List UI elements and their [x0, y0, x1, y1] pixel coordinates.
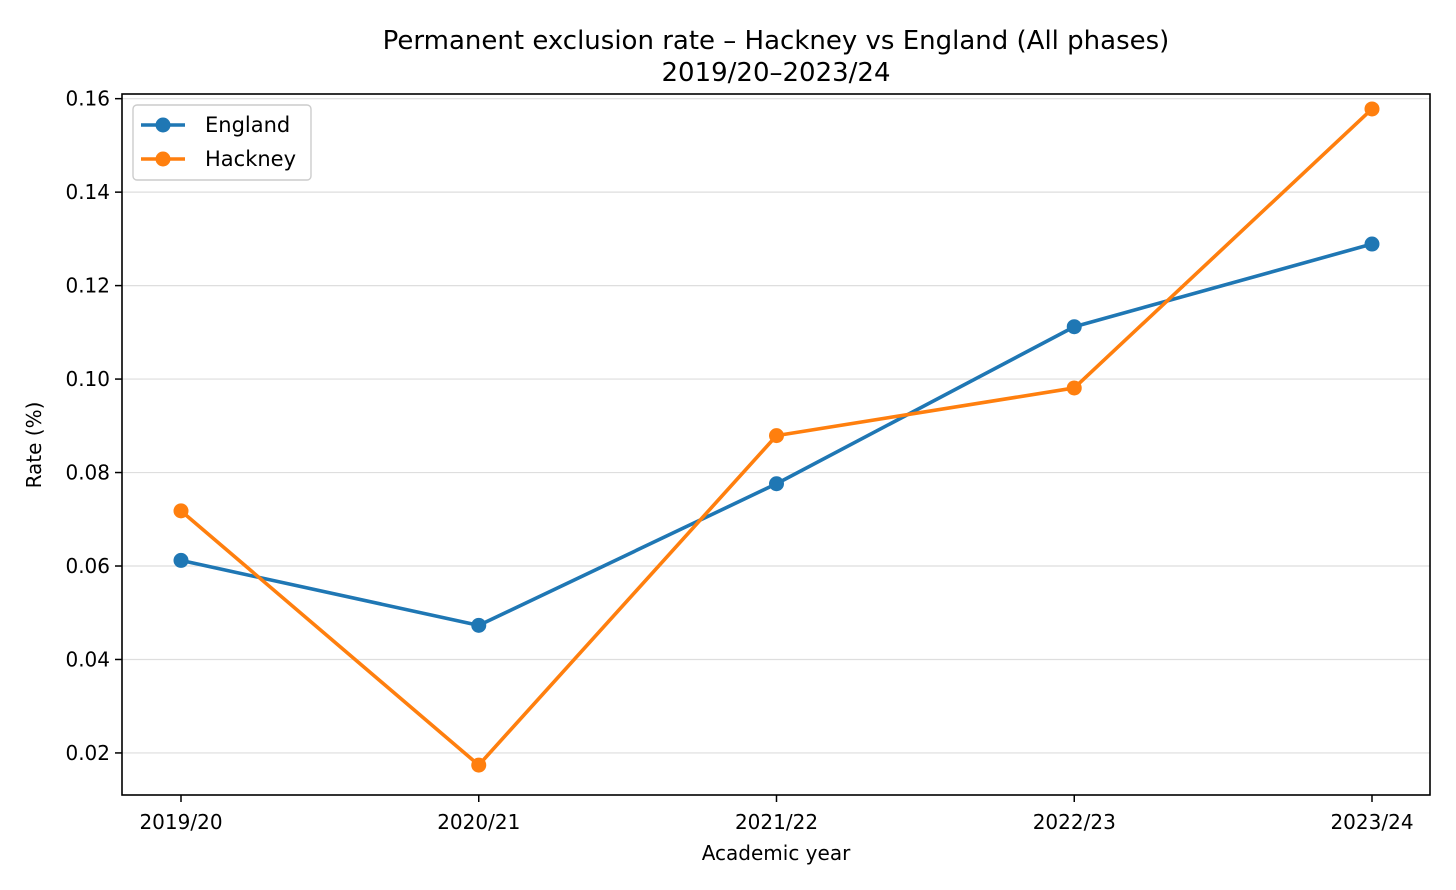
- legend-hackney-label: Hackney: [205, 147, 296, 171]
- y-tick-label: 0.02: [65, 741, 110, 765]
- chart-subtitle: 2019/20–2023/24: [661, 58, 890, 88]
- x-tick-label: 2022/23: [1033, 810, 1116, 834]
- plot-frame: [121, 93, 1431, 796]
- hackney-point: [471, 757, 487, 773]
- england-point: [1364, 236, 1380, 252]
- legend-hackney-marker: [155, 151, 171, 167]
- hackney-point: [769, 428, 784, 444]
- x-tick-label: 2021/22: [735, 810, 818, 834]
- x-tick-label: 2020/21: [437, 810, 520, 834]
- x-axis-label: Academic year: [702, 841, 851, 865]
- axis-ticks: 0.02 0.04 0.06 0.08 0.10 0.12 0.14 0.16 2019/20 2…: [65, 87, 1413, 834]
- plot-series: [173, 101, 1380, 773]
- england-point: [769, 476, 784, 492]
- y-tick-label: 0.10: [65, 367, 110, 391]
- legend-england-label: England: [205, 113, 290, 137]
- legend-england-marker: [155, 117, 171, 133]
- x-tick-label: 2023/24: [1330, 810, 1413, 834]
- y-tick-label: 0.12: [65, 274, 110, 298]
- y-tick-label: 0.04: [65, 647, 110, 671]
- x-tick-label: 2019/20: [139, 810, 222, 834]
- y-tick-label: 0.08: [65, 461, 110, 485]
- england-point: [471, 617, 487, 633]
- y-tick-label: 0.14: [65, 180, 110, 204]
- hackney-point: [1066, 380, 1082, 396]
- hackney-point: [173, 503, 189, 519]
- hackney-point: [1364, 101, 1380, 117]
- legend: England Hackney: [132, 104, 312, 181]
- gridlines: [122, 98, 1430, 754]
- y-tick-label: 0.16: [65, 87, 110, 111]
- y-tick-label: 0.06: [65, 554, 110, 578]
- chart-title: Permanent exclusion rate – Hackney vs En…: [383, 26, 1170, 56]
- y-axis-label: Rate (%): [22, 402, 46, 489]
- england-point: [1066, 319, 1082, 335]
- england-point: [173, 552, 189, 568]
